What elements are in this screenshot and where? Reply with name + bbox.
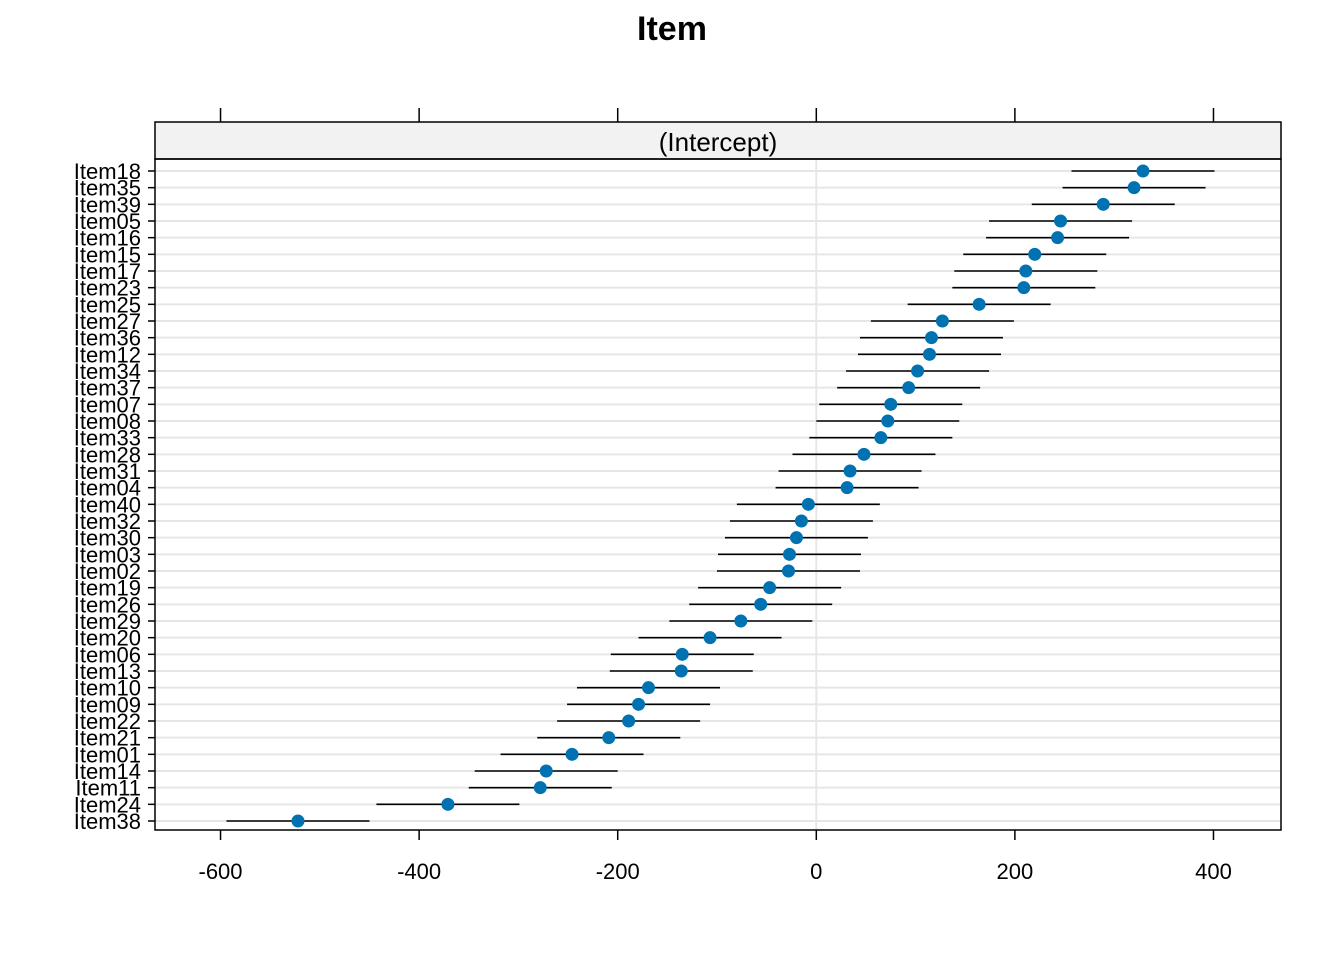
category-label-item32: Item32 (74, 509, 141, 534)
category-label-item20: Item20 (74, 626, 141, 651)
panel-border (154, 158, 1282, 831)
grid-layer (155, 159, 1281, 830)
category-label-item03: Item03 (74, 542, 141, 567)
category-label-item38: Item38 (74, 809, 141, 834)
category-label-item01: Item01 (74, 742, 141, 767)
category-label-item33: Item33 (74, 426, 141, 451)
category-label-item31: Item31 (74, 459, 141, 484)
category-label-item24: Item24 (74, 792, 141, 817)
category-label-item11: Item11 (75, 776, 141, 801)
category-label-item23: Item23 (74, 276, 141, 301)
point-item37 (902, 381, 916, 395)
x-tick-label: -400 (397, 859, 441, 884)
point-item03 (782, 547, 796, 561)
panel-strip-label: (Intercept) (659, 127, 778, 157)
x-tick-label: 400 (1195, 859, 1232, 884)
point-item25 (972, 297, 986, 311)
category-label-item14: Item14 (74, 759, 141, 784)
category-label-item29: Item29 (74, 609, 141, 634)
point-item34 (911, 364, 925, 378)
point-item10 (641, 681, 655, 695)
category-label-item36: Item36 (74, 326, 141, 351)
point-item22 (622, 714, 636, 728)
category-label-item06: Item06 (74, 642, 141, 667)
point-item04 (840, 481, 854, 495)
category-label-item04: Item04 (74, 476, 141, 501)
point-item17 (1019, 264, 1033, 278)
category-label-item15: Item15 (74, 242, 141, 267)
points (291, 164, 1150, 828)
point-item33 (874, 431, 888, 445)
category-label-item40: Item40 (74, 492, 141, 517)
category-label-item05: Item05 (74, 209, 141, 234)
x-tick-label: -200 (596, 859, 640, 884)
x-tick-label: -600 (199, 859, 243, 884)
point-item38 (291, 814, 305, 828)
category-label-item34: Item34 (74, 359, 141, 384)
point-item05 (1054, 214, 1068, 228)
confidence-intervals (226, 170, 1215, 822)
category-label-item39: Item39 (74, 192, 141, 217)
point-item09 (632, 697, 646, 711)
point-item39 (1096, 197, 1110, 211)
point-item07 (884, 397, 898, 411)
point-item01 (565, 747, 579, 761)
point-item26 (754, 597, 768, 611)
point-item15 (1028, 247, 1042, 261)
x-tick-label: 200 (997, 859, 1034, 884)
point-item13 (674, 664, 688, 678)
point-item14 (539, 764, 553, 778)
point-item08 (881, 414, 895, 428)
category-label-item07: Item07 (74, 392, 141, 417)
category-label-item18: Item18 (74, 159, 141, 184)
category-label-item16: Item16 (74, 226, 141, 251)
point-item06 (675, 647, 689, 661)
chart-title: Item (637, 10, 707, 48)
point-item40 (801, 497, 815, 511)
point-item31 (843, 464, 857, 478)
category-label-item19: Item19 (74, 576, 141, 601)
point-item12 (922, 347, 936, 361)
category-label-item17: Item17 (74, 259, 141, 284)
point-item21 (602, 731, 616, 745)
labels: (Intercept)-600 -400 -200 0 200 400Item18Item… (74, 127, 1232, 884)
point-item16 (1051, 231, 1065, 245)
category-label-item35: Item35 (74, 176, 141, 201)
category-label-item09: Item09 (74, 692, 141, 717)
category-label-item28: Item28 (74, 442, 141, 467)
point-item30 (789, 531, 803, 545)
category-label-item10: Item10 (74, 676, 141, 701)
point-item11 (533, 781, 547, 795)
point-item20 (703, 631, 717, 645)
category-label-item08: Item08 (74, 409, 141, 434)
category-label-item25: Item25 (74, 292, 141, 317)
point-item35 (1127, 181, 1141, 195)
point-item28 (857, 447, 871, 461)
point-item36 (924, 331, 938, 345)
point-item27 (935, 314, 949, 328)
x-tick-label: 0 (810, 859, 822, 884)
panel-frame (148, 108, 1282, 840)
category-label-item30: Item30 (74, 526, 141, 551)
point-item32 (794, 514, 808, 528)
panel-strip (154, 121, 1282, 160)
point-item19 (763, 581, 777, 595)
point-item18 (1136, 164, 1150, 178)
category-label-item22: Item22 (74, 709, 141, 734)
category-label-item12: Item12 (74, 342, 141, 367)
point-item23 (1017, 281, 1031, 295)
point-item02 (781, 564, 795, 578)
point-item29 (734, 614, 748, 628)
category-label-item37: Item37 (74, 376, 141, 401)
category-label-item27: Item27 (74, 309, 141, 334)
category-label-item21: Item21 (74, 726, 141, 751)
category-label-item02: Item02 (74, 559, 141, 584)
category-label-item26: Item26 (74, 592, 141, 617)
category-label-item13: Item13 (74, 659, 141, 684)
point-item24 (441, 797, 455, 811)
